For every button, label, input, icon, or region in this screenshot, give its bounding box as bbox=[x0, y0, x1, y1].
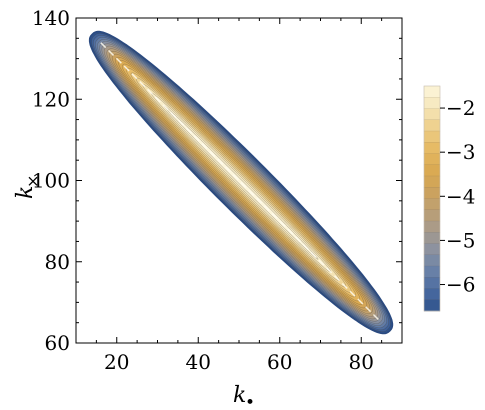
y-tick-label: 80 bbox=[45, 250, 70, 274]
ridge-line bbox=[100, 42, 382, 323]
colorbar-tick-label: −2 bbox=[446, 96, 475, 120]
colorbar-band bbox=[423, 153, 441, 166]
x-tick-label: 40 bbox=[186, 350, 211, 374]
x-tick-label: 80 bbox=[349, 350, 374, 374]
y-axis-label-subscript: × bbox=[23, 175, 42, 188]
colorbar-band bbox=[423, 187, 441, 200]
colorbar-band bbox=[423, 85, 441, 98]
colorbar-band bbox=[423, 254, 441, 267]
colorbar-band bbox=[423, 97, 441, 110]
colorbar: −2 −3 −4 −5 −6 bbox=[423, 85, 475, 312]
colorbar-tick-label: −6 bbox=[446, 273, 475, 297]
colorbar-band bbox=[423, 243, 441, 256]
y-axis-label: k bbox=[13, 186, 38, 199]
colorbar-band bbox=[423, 299, 441, 312]
contour-region bbox=[88, 30, 394, 335]
colorbar-band bbox=[423, 277, 441, 290]
x-axis-ticks: 20 40 60 80 bbox=[75, 18, 403, 374]
colorbar-band bbox=[423, 130, 441, 143]
colorbar-band bbox=[423, 232, 441, 245]
colorbar-band bbox=[423, 119, 441, 132]
y-tick-label: 120 bbox=[32, 87, 70, 111]
colorbar-band bbox=[423, 209, 441, 222]
colorbar-frame bbox=[423, 85, 441, 312]
colorbar-band bbox=[423, 108, 441, 121]
y-tick-label: 60 bbox=[45, 331, 70, 355]
colorbar-band bbox=[423, 175, 441, 188]
x-tick-label: 20 bbox=[104, 350, 129, 374]
colorbar-band bbox=[423, 164, 441, 177]
colorbar-band bbox=[423, 265, 441, 278]
colorbar-band bbox=[423, 220, 441, 233]
colorbar-tick-label: −4 bbox=[446, 184, 475, 208]
x-tick-label: 60 bbox=[267, 350, 292, 374]
y-axis-ticks: 60 80 100 120 140 bbox=[32, 6, 402, 355]
x-axis-label-subscript: • bbox=[245, 393, 255, 410]
y-tick-label: 140 bbox=[32, 6, 70, 30]
colorbar-tick-label: −5 bbox=[446, 228, 475, 252]
colorbar-band bbox=[423, 288, 441, 301]
x-axis-label: k bbox=[233, 383, 246, 408]
colorbar-tick-label: −3 bbox=[446, 140, 475, 164]
y-tick-label: 100 bbox=[32, 169, 70, 193]
colorbar-band bbox=[423, 142, 441, 155]
colorbar-band bbox=[423, 198, 441, 211]
